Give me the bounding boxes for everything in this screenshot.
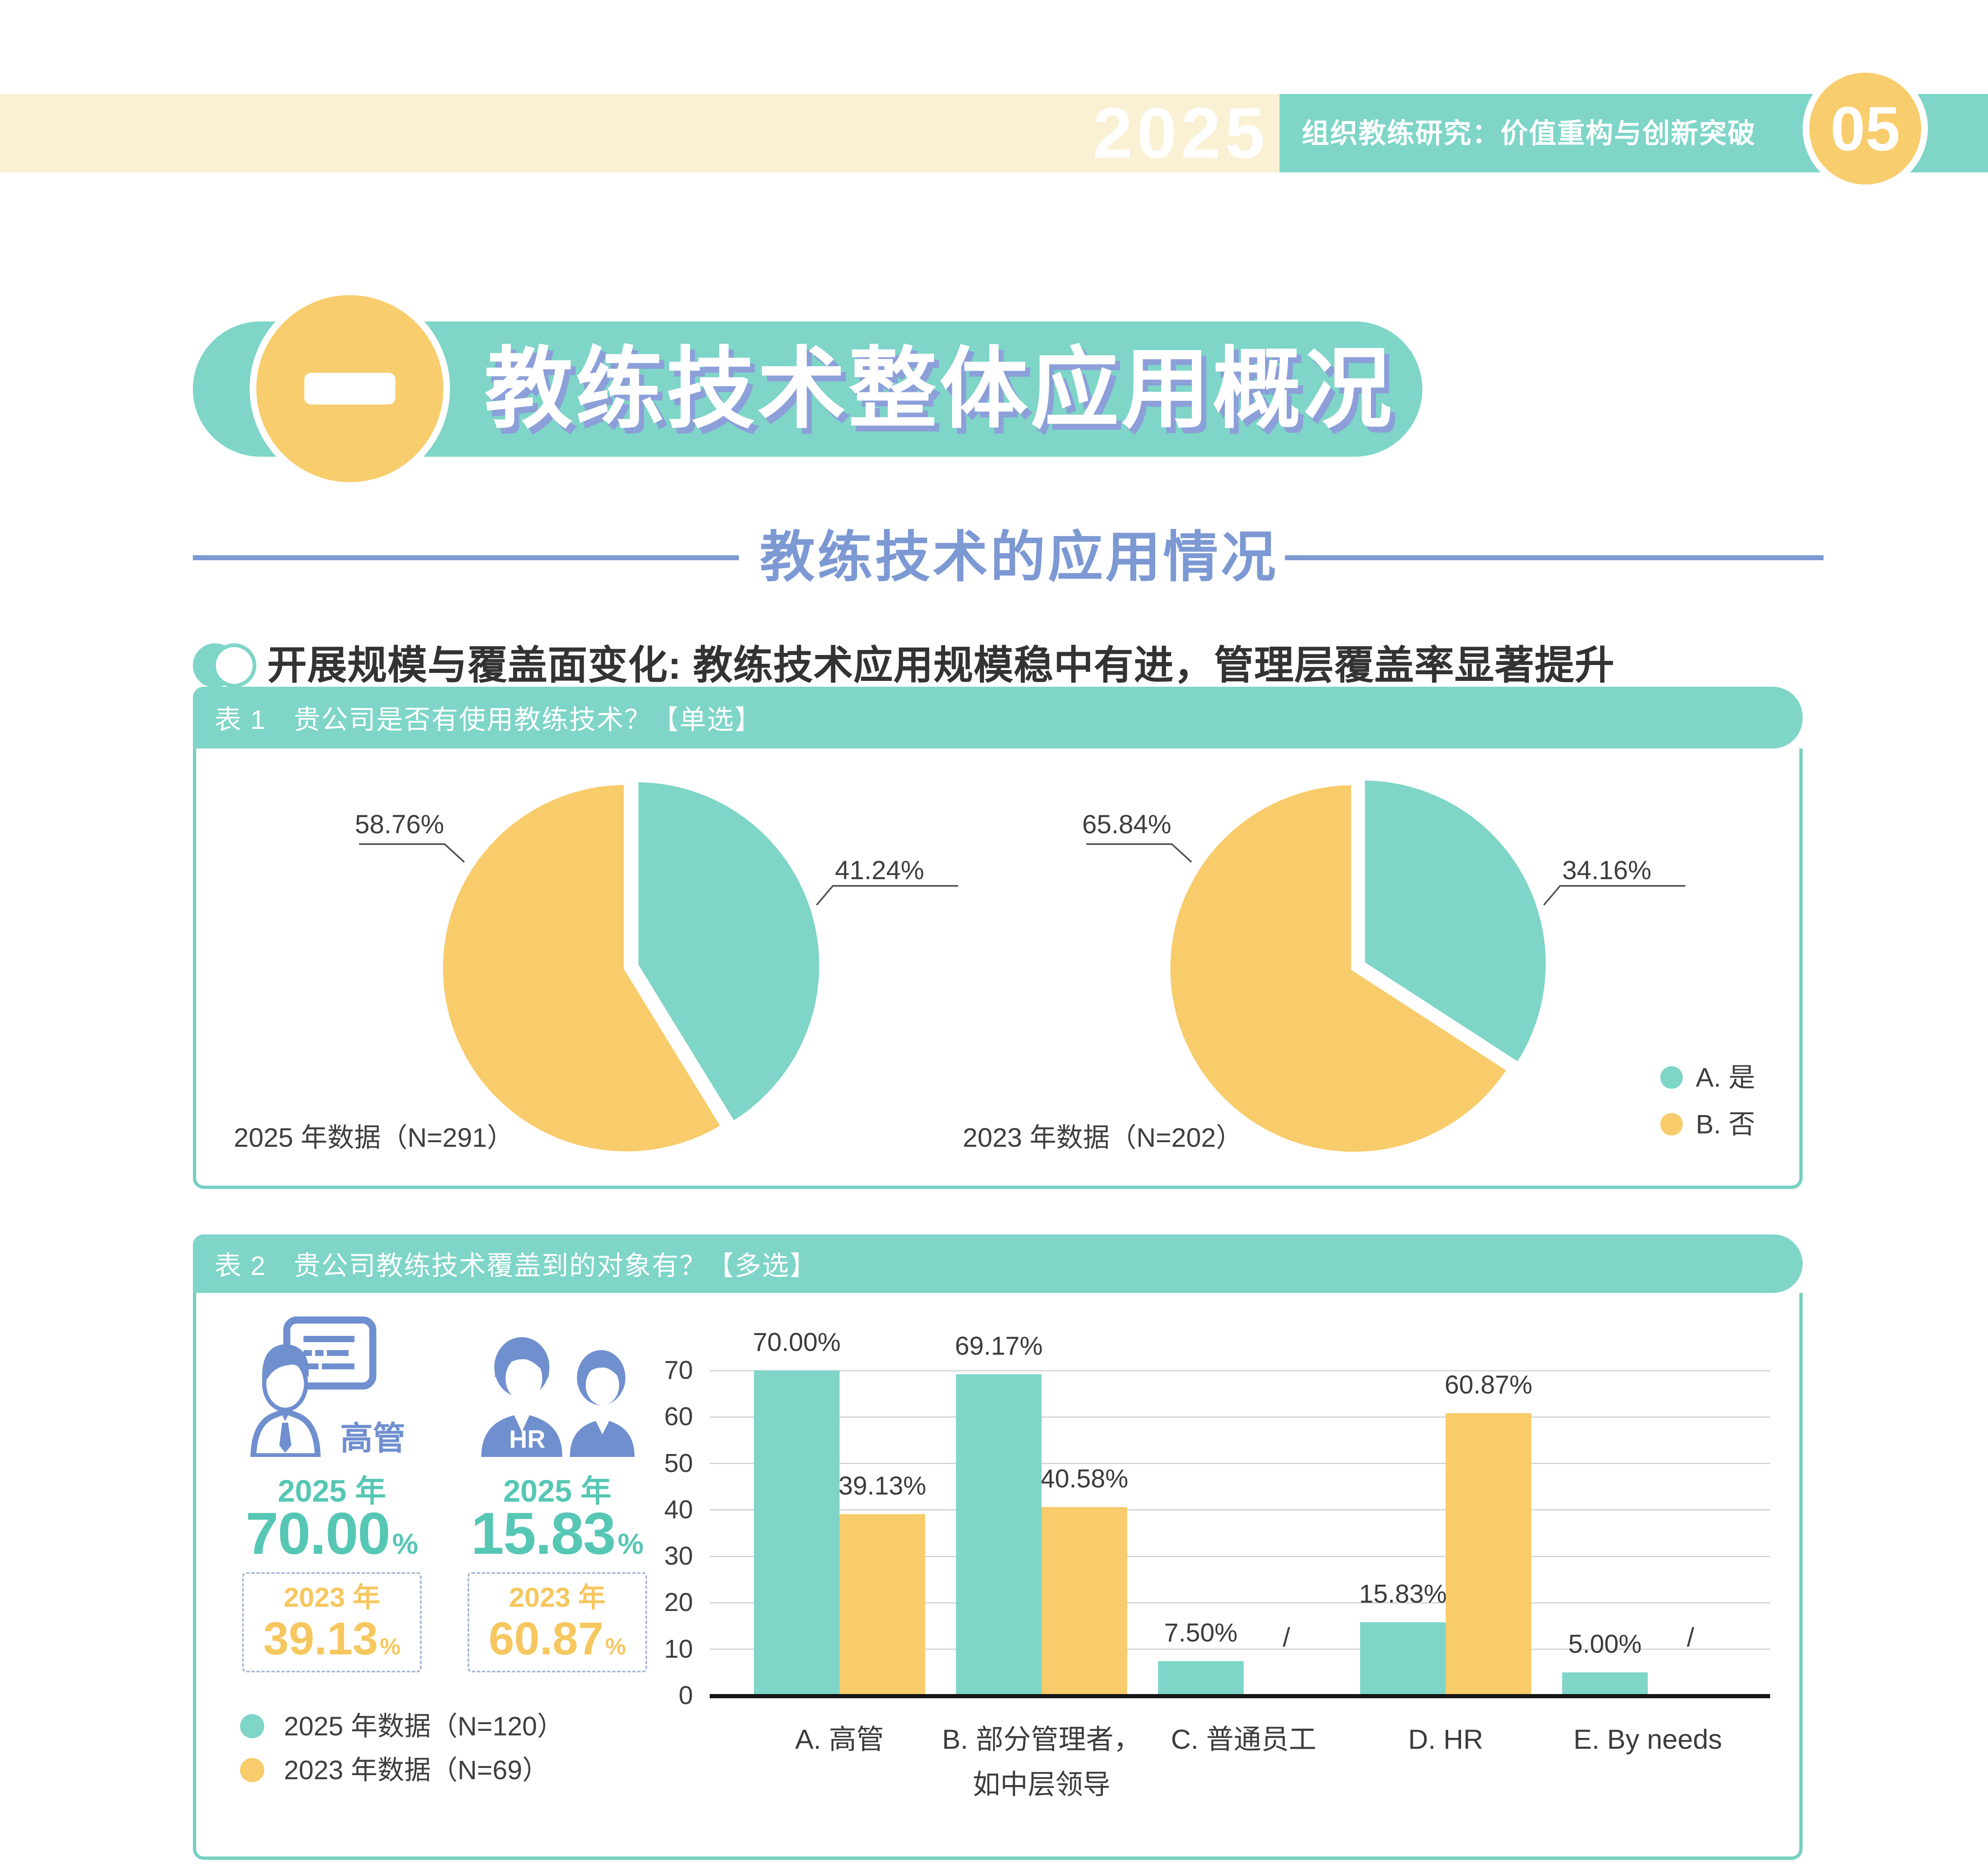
pie2-yes-label: 34.16%	[1562, 856, 1652, 885]
section-subtitle: 教练技术的应用情况	[760, 527, 1278, 588]
pie-slice-B. 否	[1165, 780, 1512, 1157]
header-cream-banner	[0, 94, 1280, 172]
gridline-40	[710, 1509, 1770, 1511]
bar-value-label: 39.13%	[838, 1471, 926, 1500]
bar-value-label: 5.00%	[1568, 1630, 1642, 1659]
legend-dot-2023	[240, 1758, 264, 1782]
legend-dot-2025	[240, 1714, 264, 1738]
pie-slice-A. 是	[633, 777, 825, 1126]
highlight-statement: 开展规模与覆盖面变化: 教练技术应用规模稳中有进，管理层覆盖率显著提升	[267, 643, 1615, 688]
category-label: E. By needs	[1573, 1724, 1722, 1755]
pie-slice-B. 否	[438, 780, 726, 1157]
hr-label: HR	[509, 1425, 546, 1453]
table1-header: 表 1 贵公司是否有使用教练技术？【单选】	[193, 687, 1803, 749]
bar-2025 年数据（N=120）-D. HR	[1360, 1622, 1446, 1696]
gridline-50	[710, 1463, 1770, 1464]
exec-2023-box: 2023 年 39.13%	[242, 1572, 422, 1672]
legend-label-2025: 2025 年数据（N=120）	[284, 1711, 564, 1741]
bar-2025 年数据（N=120）-C. 普通员工	[1158, 1661, 1244, 1696]
exec-2025-value: 70.00%	[245, 1500, 418, 1567]
executive-label: 高管	[340, 1420, 406, 1457]
header-banner-title: 组织教练研究：价值重构与创新突破	[1302, 118, 1756, 149]
legend-dot-yes	[1660, 1066, 1683, 1089]
section-title: 教练技术整体应用概况	[484, 339, 1394, 438]
gridline-10	[710, 1649, 1770, 1650]
table2-header: 表 2 贵公司教练技术覆盖到的对象有？【多选】	[193, 1234, 1803, 1293]
pie2-caption: 2023 年数据（N=202）	[963, 1123, 1243, 1153]
y-tick-40: 40	[664, 1495, 693, 1524]
gridline-60	[710, 1416, 1770, 1418]
table1-header-text: 表 1 贵公司是否有使用教练技术？【单选】	[215, 705, 762, 735]
x-axis-baseline	[710, 1694, 1770, 1698]
bar-value-label: 40.58%	[1040, 1464, 1128, 1494]
section-index-badge	[250, 288, 450, 489]
no-data-marker: /	[1687, 1622, 1695, 1652]
bar-value-label: 60.87%	[1444, 1370, 1533, 1399]
legend-dot-no	[1660, 1113, 1683, 1136]
bar-value-label: 7.50%	[1164, 1618, 1238, 1647]
gridline-70	[710, 1370, 1770, 1371]
y-tick-20: 20	[664, 1588, 693, 1617]
y-tick-0: 0	[678, 1681, 693, 1710]
category-label: C. 普通员工	[1171, 1724, 1317, 1755]
overlapping-circles-icon	[193, 642, 260, 689]
hr-2025-value: 15.83%	[471, 1500, 644, 1567]
subtitle-rule-right	[1285, 555, 1824, 560]
hr-2023-box: 2023 年 60.87%	[468, 1572, 647, 1672]
pie1-yes-label: 41.24%	[835, 856, 924, 885]
bar-value-label: 70.00%	[753, 1328, 841, 1357]
pie1-caption: 2025 年数据（N=291）	[234, 1123, 514, 1153]
y-tick-30: 30	[664, 1542, 693, 1571]
category-label: A. 高管	[795, 1724, 884, 1755]
bar-2023 年数据（N=69）-B. 部分管理者，	[1042, 1507, 1127, 1696]
legend-label-no: B. 否	[1696, 1109, 1755, 1139]
page-number-badge: 05	[1803, 66, 1928, 191]
hr-icon: HR	[481, 1337, 635, 1457]
gridline-20	[710, 1602, 1770, 1603]
bar-2025 年数据（N=120）-E. By needs	[1562, 1672, 1648, 1696]
exec-2025-year: 2025 年	[278, 1474, 386, 1508]
bar-value-label: 69.17%	[955, 1332, 1043, 1361]
y-tick-70: 70	[664, 1356, 693, 1385]
subtitle-rule-left	[193, 555, 739, 560]
section-index-one-glyph	[304, 373, 395, 405]
page-number: 05	[1830, 93, 1900, 164]
bar-2025 年数据（N=120）-B. 部分管理者，	[956, 1374, 1042, 1696]
y-tick-10: 10	[664, 1634, 693, 1664]
executive-icon	[250, 1316, 377, 1457]
bar-value-label: 15.83%	[1359, 1579, 1447, 1608]
bar-2025 年数据（N=120）-A. 高管	[754, 1371, 840, 1696]
y-tick-60: 60	[664, 1402, 693, 1431]
pie1-no-label: 58.76%	[355, 810, 444, 839]
gridline-30	[710, 1555, 1770, 1557]
table2-header-text: 表 2 贵公司教练技术覆盖到的对象有？【多选】	[215, 1251, 817, 1281]
header-year-watermark: 2025	[1093, 93, 1269, 173]
legend-label-2023: 2023 年数据（N=69）	[284, 1755, 549, 1785]
y-tick-50: 50	[664, 1449, 693, 1478]
legend-label-yes: A. 是	[1696, 1062, 1755, 1093]
no-data-marker: /	[1282, 1622, 1290, 1652]
hr-2025-year: 2025 年	[503, 1474, 612, 1508]
category-label: B. 部分管理者， 如中层领导	[942, 1724, 1141, 1800]
bar-2023 年数据（N=69）-D. HR	[1446, 1413, 1531, 1696]
category-label: D. HR	[1408, 1724, 1483, 1755]
pie2-no-label: 65.84%	[1082, 810, 1171, 839]
pie-slice-A. 是	[1360, 775, 1551, 1067]
pie-chart-2023	[1165, 775, 1551, 1157]
bar-2023 年数据（N=69）-A. 高管	[840, 1514, 925, 1696]
pie-chart-2025	[438, 777, 825, 1157]
